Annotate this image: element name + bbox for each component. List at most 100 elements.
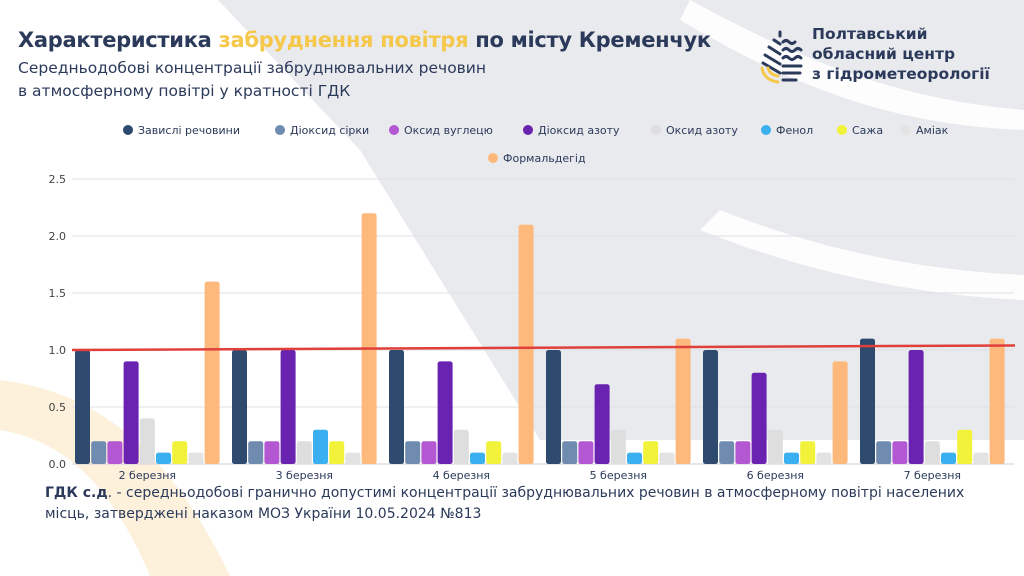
org-name-line-1: Полтавський — [812, 25, 928, 43]
bar — [486, 441, 502, 464]
footnote-term: ГДК с.д — [45, 485, 108, 501]
bar — [800, 441, 816, 464]
legend-item: Оксид вуглецю — [389, 124, 493, 137]
bar — [361, 213, 377, 464]
bar — [139, 418, 155, 464]
x-category-label: 4 березня — [433, 469, 490, 482]
bar — [172, 441, 188, 464]
x-category-label: 6 березня — [747, 469, 804, 482]
subtitle-line-1: Середньодобові концентрації забруднюваль… — [18, 59, 487, 77]
bar — [437, 361, 453, 464]
bar — [941, 452, 956, 464]
bar — [594, 384, 610, 464]
bar — [91, 441, 107, 464]
legend-swatch — [837, 125, 847, 135]
y-tick-label: 1.0 — [49, 344, 67, 357]
y-axis-ticks: 0.0 0.5 1.0 1.5 2.0 2.5 — [49, 173, 67, 471]
bar — [627, 452, 642, 464]
org-name-line-2: обласний центр — [812, 45, 956, 63]
bar — [675, 338, 691, 464]
hydromet-logo-icon — [760, 30, 803, 84]
page-title: Характеристика забруднення повітря по мі… — [18, 28, 711, 52]
y-tick-label: 0.0 — [49, 458, 67, 471]
bar — [546, 350, 561, 464]
legend-swatch — [761, 125, 771, 135]
bar — [562, 441, 578, 464]
y-tick-label: 2.5 — [49, 173, 67, 186]
legend-label: Сажа — [852, 124, 883, 137]
bar — [313, 429, 328, 464]
bar — [470, 452, 485, 464]
legend-swatch — [123, 125, 133, 135]
bar — [892, 441, 908, 464]
bar — [75, 350, 90, 464]
legend-item: Оксид азоту — [651, 124, 738, 137]
legend-swatch — [901, 125, 911, 135]
grid-lines — [72, 178, 1014, 465]
bar — [989, 338, 1005, 464]
x-category-label: 2 березня — [119, 469, 176, 482]
bar — [924, 441, 940, 464]
bar — [860, 338, 875, 464]
bar — [405, 441, 421, 464]
x-axis-categories: 2 березня 3 березня 4 березня 5 березня 6 бе… — [119, 469, 961, 482]
legend-label: Формальдегід — [503, 152, 586, 165]
bar — [784, 452, 799, 464]
bar — [610, 429, 626, 464]
legend-label: Фенол — [776, 124, 813, 137]
bar — [156, 452, 171, 464]
bar — [973, 452, 989, 464]
legend-item: Сажа — [837, 124, 883, 137]
bar — [908, 350, 924, 464]
y-tick-label: 1.5 — [49, 287, 67, 300]
x-category-label: 3 березня — [276, 469, 333, 482]
bar — [578, 441, 594, 464]
legend-label: Аміак — [916, 124, 949, 137]
org-name-line-3: з гідрометеорології — [812, 65, 990, 83]
legend-label: Діоксид азоту — [538, 124, 620, 137]
bar — [659, 452, 675, 464]
bar — [751, 372, 767, 464]
legend-item: Фенол — [761, 124, 813, 137]
bars — [75, 213, 1005, 464]
pollution-bar-chart: 0.0 0.5 1.0 1.5 2.0 2.5 Завислі речовини Діокс… — [49, 124, 1016, 482]
bar — [502, 452, 518, 464]
bar — [296, 441, 312, 464]
bar — [280, 350, 296, 464]
bar — [703, 350, 718, 464]
title-part-1: Характеристика — [18, 28, 219, 52]
bar — [643, 441, 659, 464]
legend: Завислі речовини Діоксид сірки Оксид вугле… — [123, 124, 949, 165]
bar — [421, 441, 437, 464]
bar — [957, 429, 973, 464]
bar — [832, 361, 848, 464]
bar — [188, 452, 204, 464]
bar — [719, 441, 735, 464]
bar — [232, 350, 247, 464]
bar — [767, 429, 783, 464]
legend-swatch — [651, 125, 661, 135]
bar — [329, 441, 345, 464]
y-tick-label: 0.5 — [49, 401, 67, 414]
footnote: ГДК с.д. - середньодобові гранично допус… — [45, 483, 1005, 525]
bar — [123, 361, 139, 464]
bar — [248, 441, 264, 464]
legend-item: Завислі речовини — [123, 124, 240, 137]
legend-swatch — [389, 125, 399, 135]
legend-label: Оксид азоту — [666, 124, 738, 137]
bar — [204, 281, 220, 464]
legend-swatch — [275, 125, 285, 135]
subtitle-line-2: в атмосферному повітрі у кратності ГДК — [18, 82, 351, 100]
legend-swatch — [523, 125, 533, 135]
threshold-line — [71, 344, 1016, 352]
bar — [735, 441, 751, 464]
x-category-label: 5 березня — [590, 469, 647, 482]
bar — [345, 452, 361, 464]
footnote-text: . - середньодобові гранично допустимі ко… — [45, 485, 965, 522]
bar — [453, 429, 469, 464]
legend-label: Оксид вуглецю — [404, 124, 493, 137]
bar — [389, 350, 404, 464]
bar — [816, 452, 832, 464]
legend-label: Діоксид сірки — [290, 124, 369, 137]
